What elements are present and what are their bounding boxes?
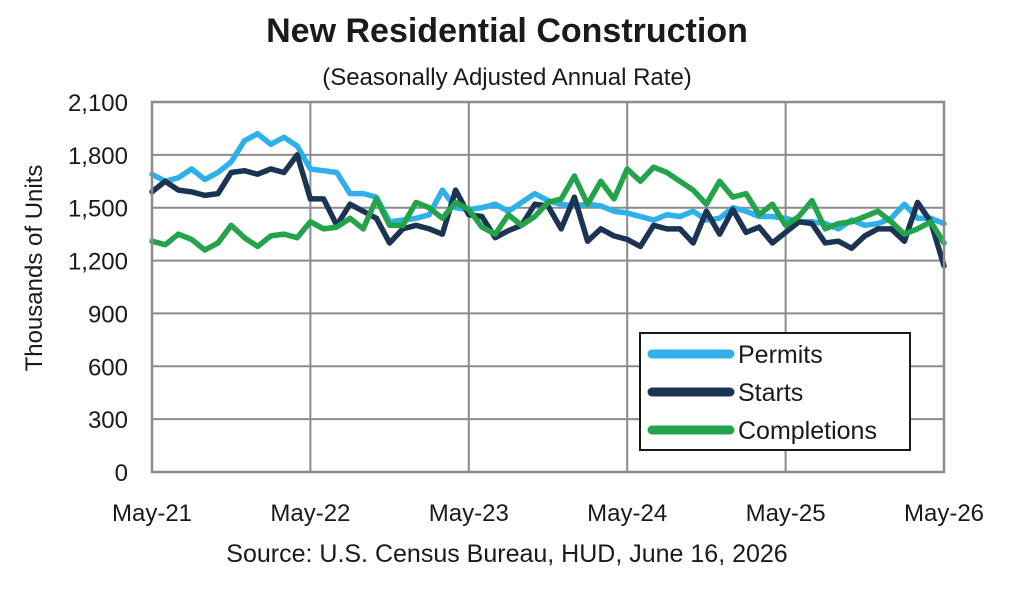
y-tick-label: 1,200	[68, 249, 128, 276]
y-tick-label: 300	[88, 407, 128, 434]
legend-label-completions: Completions	[738, 417, 877, 445]
x-tick-label: May-22	[270, 500, 350, 527]
series-lines	[149, 130, 947, 269]
x-tick-label: May-21	[112, 500, 192, 527]
y-tick-label: 2,100	[68, 90, 128, 117]
y-tick-label: 1,500	[68, 196, 128, 223]
y-tick-label: 1,800	[68, 143, 128, 170]
chart-subtitle: (Seasonally Adjusted Annual Rate)	[322, 64, 692, 91]
y-axis-label: Thousands of Units	[21, 165, 48, 372]
x-tick-label: May-25	[746, 500, 826, 527]
series-line-permits	[149, 130, 947, 232]
series-line-starts	[149, 152, 947, 269]
chart-title: New Residential Construction	[266, 12, 748, 50]
y-axis-ticks: 0 300 600 900 1,200 1,500 1,800 2,100	[68, 90, 128, 487]
x-tick-label: May-26	[904, 500, 984, 527]
series-line-completions	[149, 164, 947, 253]
y-tick-label: 900	[88, 301, 128, 328]
chart-source: Source: U.S. Census Bureau, HUD, June 16…	[226, 540, 788, 568]
y-tick-label: 600	[88, 354, 128, 381]
legend-label-starts: Starts	[738, 379, 803, 407]
legend: Permits Starts Completions	[639, 332, 911, 451]
gridlines	[152, 102, 944, 472]
y-tick-label: 0	[115, 460, 128, 487]
x-tick-label: May-23	[429, 500, 509, 527]
legend-label-permits: Permits	[738, 341, 823, 369]
plot-frame	[150, 100, 946, 474]
x-axis-ticks: May-21 May-22 May-23 May-24 May-25 May-26	[112, 500, 984, 527]
x-tick-label: May-24	[587, 500, 667, 527]
